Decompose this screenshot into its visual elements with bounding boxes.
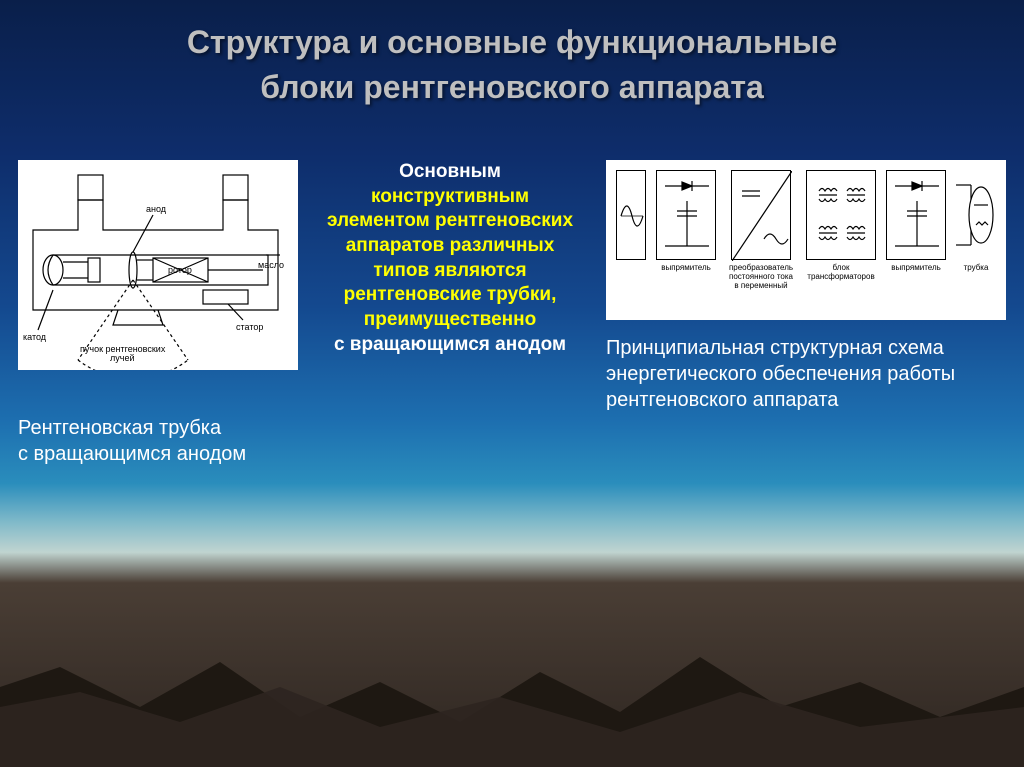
mountain-silhouette	[0, 567, 1024, 767]
slide-title: Структура и основные функциональные блок…	[0, 20, 1024, 110]
left-caption-line-1: Рентгеновская трубка	[18, 417, 221, 439]
schematic-row: выпрямитель преобразователь постоянного …	[616, 170, 996, 290]
label-anod: анод	[146, 204, 167, 214]
block-sine-input	[616, 170, 646, 264]
label-rotor: ротор	[168, 265, 192, 275]
left-diagram-caption: Рентгеновская трубка с вращающимся анодо…	[18, 415, 298, 467]
power-schematic-diagram: выпрямитель преобразователь постоянного …	[606, 160, 1006, 320]
label-maslo: масло	[258, 260, 284, 270]
title-line-1: Структура и основные функциональные	[187, 24, 837, 60]
center-line-3: с вращающимся анодом	[334, 334, 566, 355]
label-rectifier-1: выпрямитель	[656, 264, 716, 273]
block-rectifier-1: выпрямитель	[656, 170, 716, 273]
block-tube: трубка	[956, 170, 996, 273]
label-transformer: блок трансформаторов	[806, 264, 876, 282]
right-diagram-caption: Принципиальная структурная схема энергет…	[606, 335, 1006, 413]
xray-tube-svg: анод ротор масло статор катод пучок рент…	[18, 160, 298, 370]
block-transformer: блок трансформаторов	[806, 170, 876, 282]
xray-tube-diagram: анод ротор масло статор катод пучок рент…	[18, 160, 298, 370]
label-katod: катод	[23, 332, 47, 342]
label-beam: пучок рентгеновских лучей	[80, 344, 168, 363]
label-stator: статор	[236, 322, 263, 332]
block-converter: преобразователь постоянного тока в перем…	[726, 170, 796, 290]
center-line-2: конструктивным элементом рентгеновских а…	[327, 186, 573, 330]
title-line-2: блоки рентгеновского аппарата	[260, 69, 764, 105]
slide: Структура и основные функциональные блок…	[0, 0, 1024, 767]
label-rectifier-2: выпрямитель	[886, 264, 946, 273]
center-line-1: Основным	[399, 161, 501, 182]
block-rectifier-2: выпрямитель	[886, 170, 946, 273]
label-tube: трубка	[956, 264, 996, 273]
left-caption-line-2: с вращающимся анодом	[18, 443, 246, 465]
center-description: Основным конструктивным элементом рентге…	[320, 160, 580, 358]
label-converter: преобразователь постоянного тока в перем…	[726, 264, 796, 290]
